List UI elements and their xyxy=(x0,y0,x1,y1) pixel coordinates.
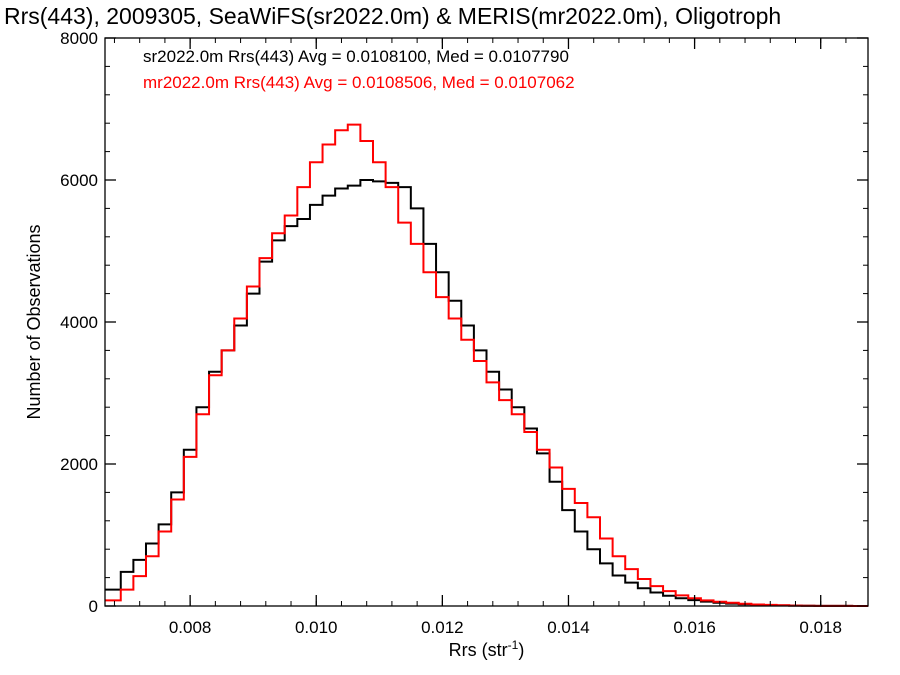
y-tick-label: 2000 xyxy=(60,455,98,474)
x-tick-label: 0.008 xyxy=(169,618,212,637)
x-axis-label-close: ) xyxy=(518,640,524,660)
y-tick-label: 4000 xyxy=(60,313,98,332)
y-tick-label: 6000 xyxy=(60,171,98,190)
x-axis-label-main: Rrs (str xyxy=(449,640,508,660)
legend: sr2022.0m Rrs(443) Avg = 0.0108100, Med … xyxy=(143,47,575,92)
axes: 0.008 0.010 0.012 0.014 0.016 0.018 0 2000 4000 6… xyxy=(60,29,868,637)
series-line-1 xyxy=(105,179,868,607)
series-line-2 xyxy=(105,123,868,607)
x-tick-label: 0.012 xyxy=(421,618,464,637)
x-tick-label: 0.010 xyxy=(295,618,338,637)
x-tick-label: 0.014 xyxy=(547,618,590,637)
y-axis-label: Number of Observations xyxy=(24,224,44,419)
y-tick-label: 0 xyxy=(89,597,98,616)
legend-entry-2: mr2022.0m Rrs(443) Avg = 0.0108506, Med … xyxy=(143,73,575,92)
x-axis-label-superscript: -1 xyxy=(508,638,519,652)
x-tick-label: 0.016 xyxy=(673,618,716,637)
x-axis-label: Rrs (str-1) xyxy=(449,638,525,660)
series-layer xyxy=(105,123,868,607)
plot-area-frame xyxy=(104,37,869,607)
x-tick-label: 0.018 xyxy=(799,618,842,637)
legend-entry-1: sr2022.0m Rrs(443) Avg = 0.0108100, Med … xyxy=(143,47,569,66)
y-tick-label: 8000 xyxy=(60,29,98,48)
chart-title: Rrs(443), 2009305, SeaWiFS(sr2022.0m) & … xyxy=(4,3,782,29)
